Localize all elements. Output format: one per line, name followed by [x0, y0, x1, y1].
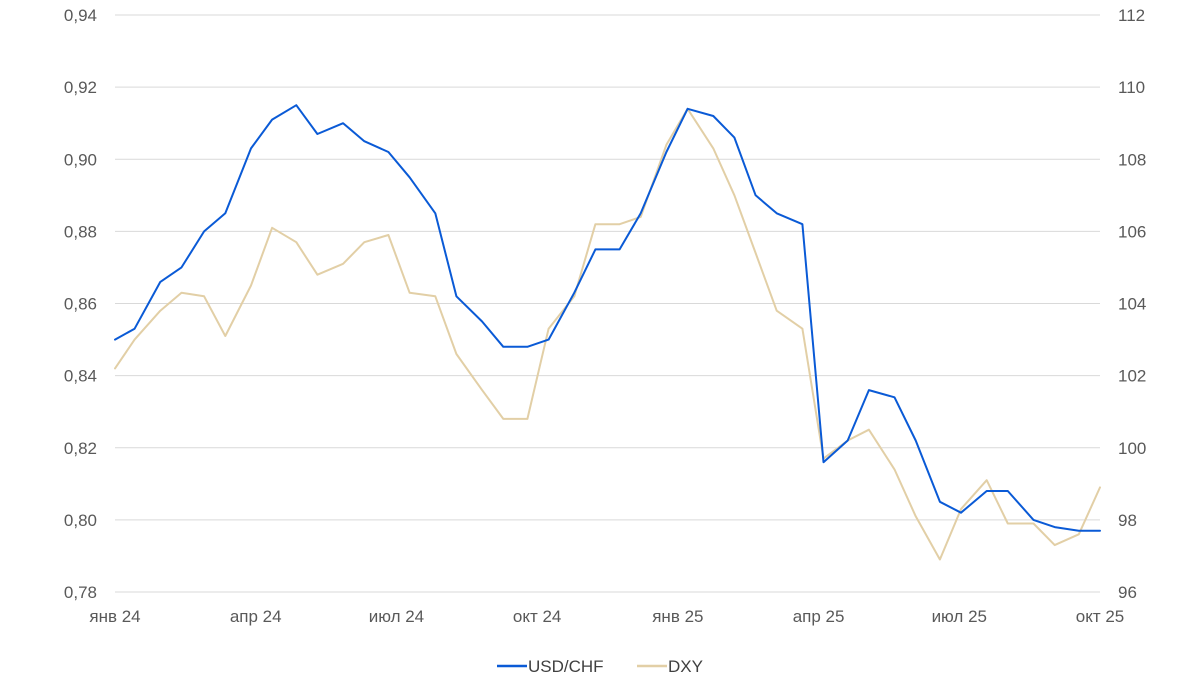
left-tick-label: 0,88 [64, 222, 97, 241]
series-line-usdchf [114, 104, 1101, 532]
right-tick-label: 100 [1118, 439, 1146, 458]
right-tick-label: 110 [1118, 78, 1145, 97]
legend: USD/CHF DXY [497, 657, 703, 676]
left-tick-label: 0,80 [64, 511, 97, 530]
legend-item-usdchf: USD/CHF [497, 657, 604, 676]
x-tick-label: апр 25 [793, 607, 845, 626]
right-tick-label: 98 [1118, 511, 1137, 530]
right-tick-label: 102 [1118, 367, 1146, 386]
left-tick-label: 0,82 [64, 439, 97, 458]
right-tick-label: 104 [1118, 295, 1146, 314]
right-tick-label: 106 [1118, 222, 1146, 241]
right-y-axis: 112 110 108 106 104 102 100 98 96 [1118, 6, 1146, 602]
left-tick-label: 0,78 [64, 583, 97, 602]
x-tick-label: янв 24 [89, 607, 140, 626]
left-tick-label: 0,86 [64, 295, 97, 314]
series-line-dxy [114, 107, 1101, 561]
x-tick-label: янв 25 [652, 607, 703, 626]
left-y-axis: 0,94 0,92 0,90 0,88 0,86 0,84 0,82 0,80 0,78 [64, 6, 97, 602]
right-tick-label: 112 [1118, 6, 1145, 25]
x-tick-label: июл 25 [932, 607, 987, 626]
x-tick-label: окт 24 [513, 607, 562, 626]
series-layer [114, 104, 1101, 561]
x-tick-label: окт 25 [1076, 607, 1125, 626]
left-tick-label: 0,92 [64, 78, 97, 97]
left-tick-label: 0,94 [64, 6, 97, 25]
legend-label-dxy: DXY [668, 657, 703, 676]
x-axis: янв 24 апр 24 июл 24 окт 24 янв 25 апр 25 июл … [89, 607, 1124, 626]
legend-item-dxy: DXY [637, 657, 703, 676]
gridlines [115, 14, 1100, 593]
right-tick-label: 96 [1118, 583, 1137, 602]
x-tick-label: июл 24 [369, 607, 424, 626]
legend-label-usdchf: USD/CHF [528, 657, 604, 676]
right-tick-label: 108 [1118, 150, 1146, 169]
left-tick-label: 0,84 [64, 367, 97, 386]
x-tick-label: апр 24 [230, 607, 282, 626]
left-tick-label: 0,90 [64, 150, 97, 169]
